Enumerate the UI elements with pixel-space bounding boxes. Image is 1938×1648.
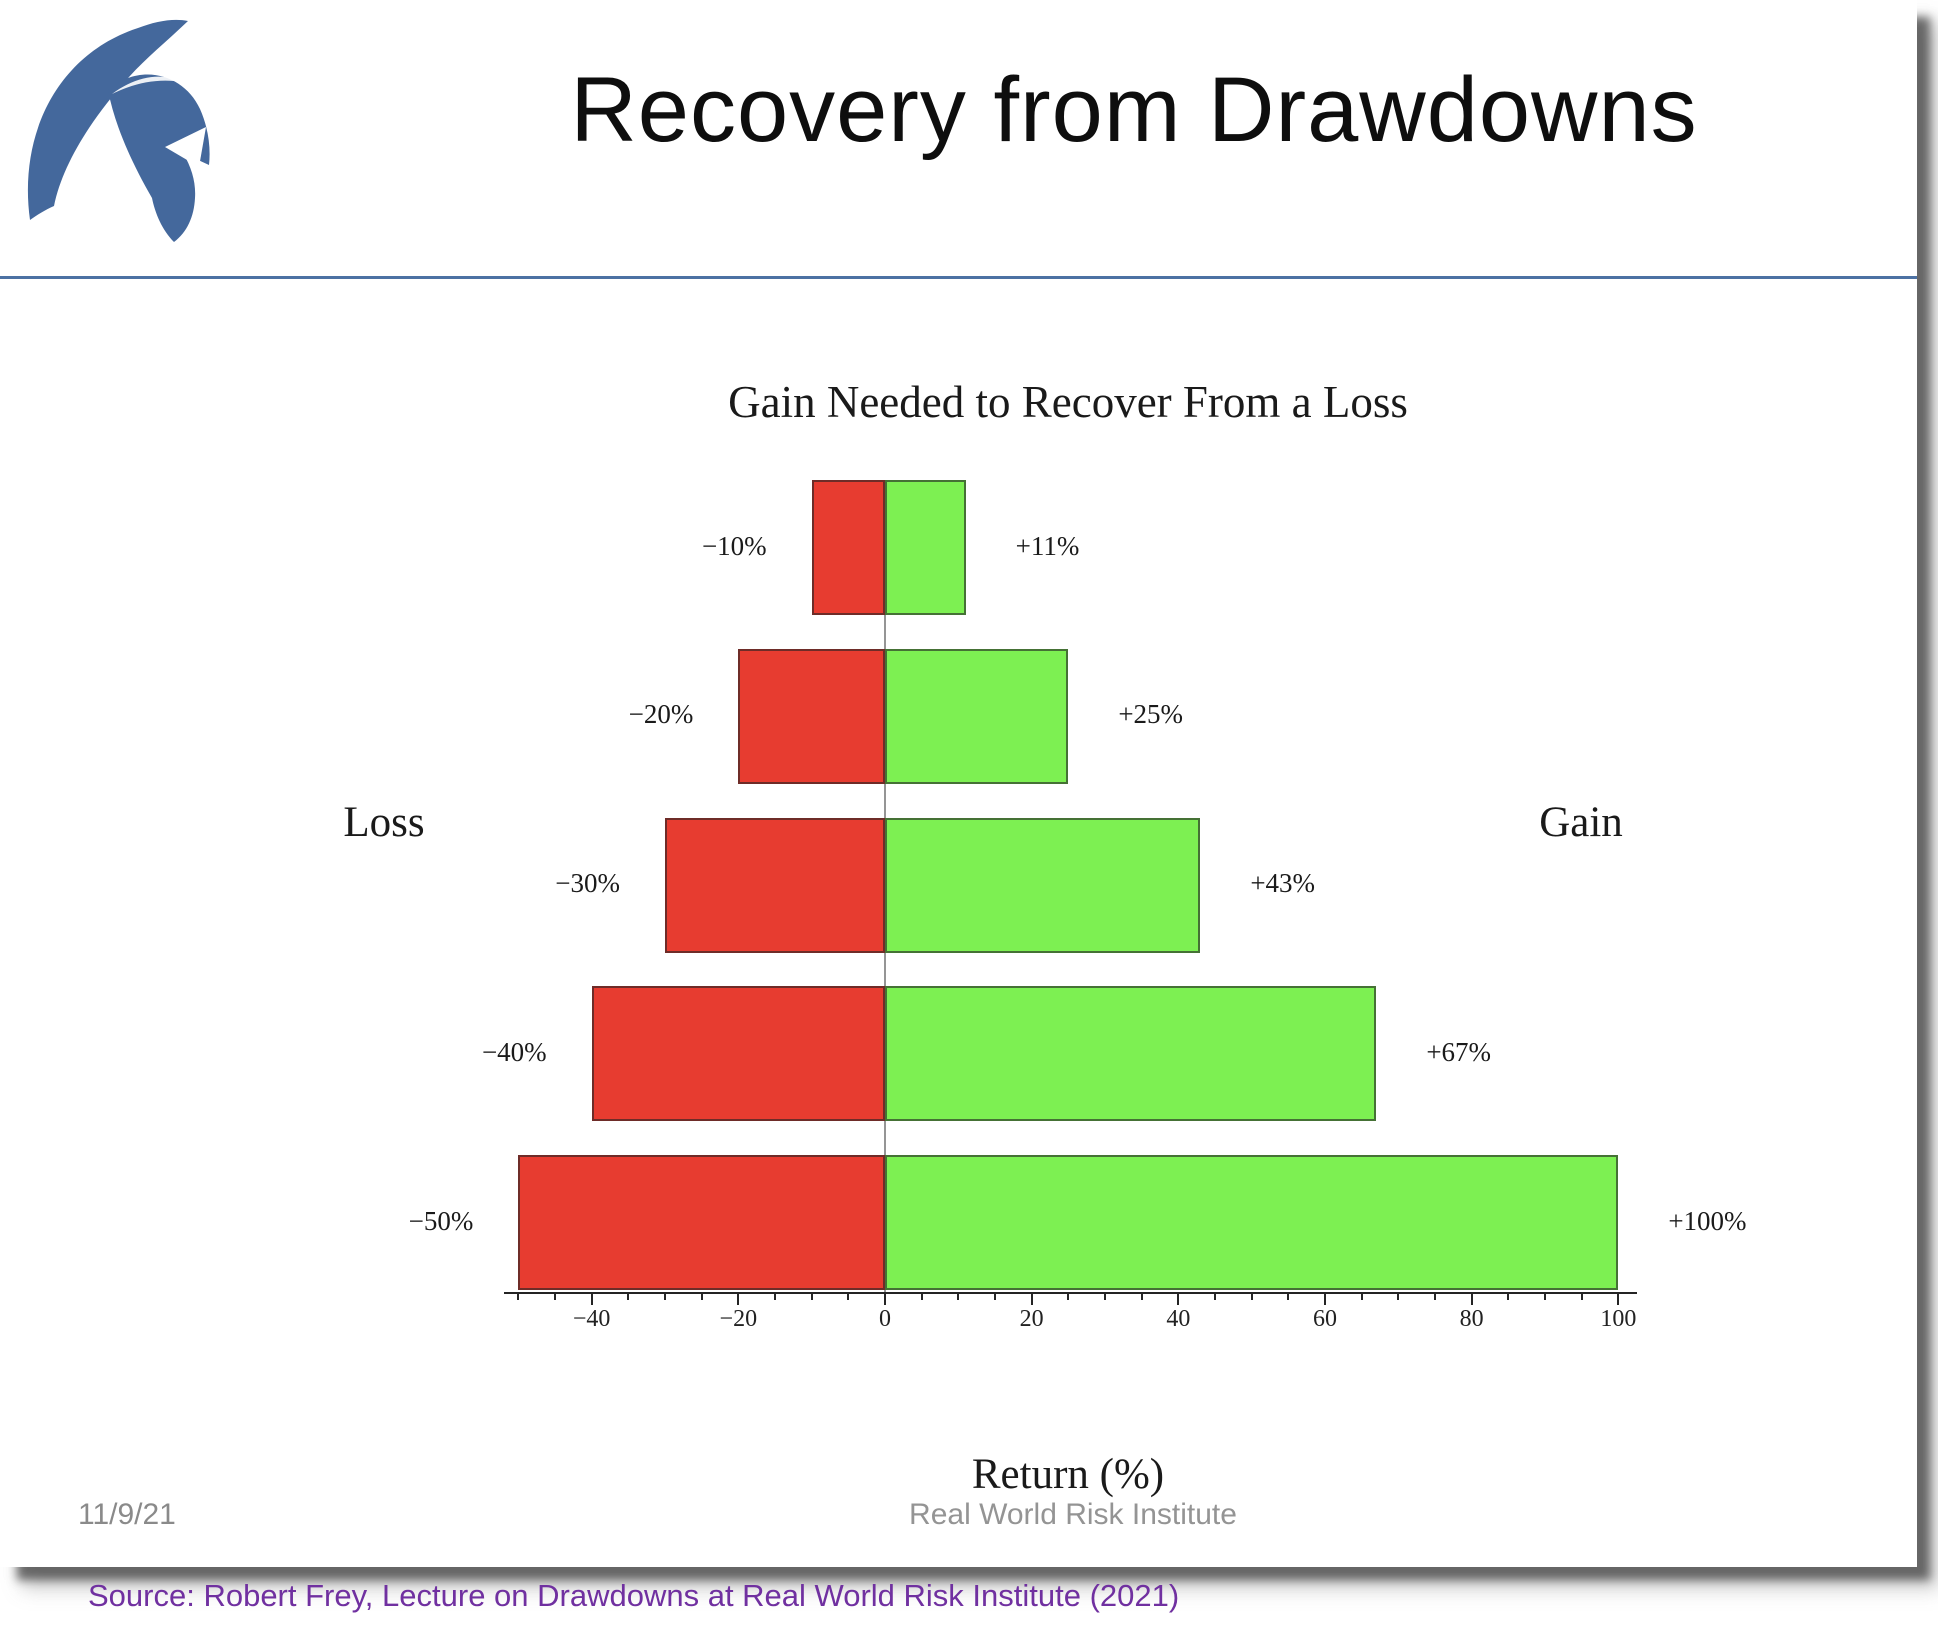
x-axis-tick-label: 40 bbox=[1166, 1306, 1191, 1332]
x-axis-minor-tick bbox=[554, 1294, 556, 1300]
x-axis-minor-tick bbox=[774, 1294, 776, 1300]
loss-bar bbox=[665, 817, 885, 953]
slide-title: Recovery from Drawdowns bbox=[570, 59, 1698, 161]
gain-value-label: +100% bbox=[1668, 1205, 1747, 1236]
x-axis-tick-label: −20 bbox=[719, 1306, 758, 1332]
spartan-helmet-logo bbox=[27, 19, 210, 242]
x-axis-major-tick bbox=[737, 1294, 740, 1305]
x-axis-major-tick bbox=[1030, 1294, 1033, 1305]
x-axis-minor-tick bbox=[1067, 1294, 1070, 1300]
chart-plot-area: Gain Needed to Recover From a Loss Loss … bbox=[343, 377, 1746, 1498]
x-axis-tick-label: 0 bbox=[879, 1306, 891, 1332]
x-axis-major-tick bbox=[1177, 1294, 1180, 1305]
x-axis-minor-tick bbox=[957, 1294, 960, 1300]
gain-value-label: +67% bbox=[1426, 1036, 1492, 1067]
x-axis-minor-tick bbox=[1360, 1294, 1363, 1300]
chart-title: Gain Needed to Recover From a Loss bbox=[728, 377, 1408, 427]
x-axis-minor-tick bbox=[920, 1294, 923, 1300]
x-axis-major-tick bbox=[1323, 1294, 1326, 1305]
source-citation: Source: Robert Frey, Lecture on Drawdown… bbox=[88, 1578, 1180, 1613]
x-axis-tick-label: 60 bbox=[1312, 1306, 1337, 1332]
loss-value-label: −10% bbox=[701, 530, 767, 561]
slide: Recovery from Drawdowns Gain Needed to R… bbox=[0, 19, 1917, 1531]
x-axis-line bbox=[503, 1292, 1637, 1294]
gain-bar bbox=[885, 817, 1201, 953]
x-axis-minor-tick bbox=[1433, 1294, 1436, 1300]
loss-axis-label: Loss bbox=[343, 799, 425, 846]
x-axis-major-tick bbox=[1617, 1294, 1620, 1305]
x-axis-minor-tick bbox=[1140, 1294, 1143, 1300]
gain-value-label: +25% bbox=[1118, 699, 1184, 730]
gain-value-label: +43% bbox=[1250, 868, 1316, 898]
gain-bar bbox=[885, 986, 1377, 1122]
loss-bar bbox=[738, 648, 885, 784]
loss-bar bbox=[811, 480, 885, 615]
footer-institute: Real World Risk Institute bbox=[909, 1498, 1237, 1531]
x-axis-minor-tick bbox=[700, 1294, 703, 1300]
x-axis-minor-tick bbox=[810, 1294, 813, 1300]
x-axis-title: Return (%) bbox=[971, 1451, 1165, 1498]
loss-value-label: −50% bbox=[408, 1205, 474, 1236]
footer-date: 11/9/21 bbox=[78, 1498, 176, 1531]
x-axis-minor-tick bbox=[1213, 1294, 1216, 1300]
x-axis-tick-label: −40 bbox=[572, 1306, 611, 1332]
x-axis-minor-tick bbox=[1397, 1294, 1400, 1300]
loss-value-label: −40% bbox=[481, 1036, 547, 1067]
loss-bar bbox=[591, 986, 885, 1122]
x-axis-major-tick bbox=[884, 1294, 886, 1305]
x-axis-minor-tick bbox=[1580, 1294, 1583, 1300]
header-divider bbox=[0, 276, 1917, 279]
x-axis-minor-tick bbox=[1507, 1294, 1510, 1300]
gain-axis-label: Gain bbox=[1539, 799, 1623, 846]
x-axis-major-tick bbox=[1470, 1294, 1473, 1305]
x-axis-minor-tick bbox=[847, 1294, 850, 1300]
x-axis-minor-tick bbox=[1543, 1294, 1546, 1300]
gain-bar bbox=[885, 648, 1069, 784]
x-axis-minor-tick bbox=[1287, 1294, 1290, 1300]
x-axis-minor-tick bbox=[627, 1294, 630, 1300]
x-axis-minor-tick bbox=[664, 1294, 666, 1300]
x-axis-minor-tick bbox=[1250, 1294, 1253, 1300]
loss-value-label: −20% bbox=[628, 699, 694, 730]
x-axis-minor-tick bbox=[517, 1294, 520, 1300]
x-axis-tick-label: 20 bbox=[1019, 1306, 1044, 1332]
x-axis-tick-label: 100 bbox=[1600, 1306, 1637, 1332]
x-axis-minor-tick bbox=[1103, 1294, 1106, 1300]
gain-value-label: +11% bbox=[1015, 530, 1080, 561]
x-axis-major-tick bbox=[590, 1294, 593, 1305]
gain-bar bbox=[885, 480, 966, 615]
loss-bar bbox=[518, 1155, 885, 1290]
loss-value-label: −30% bbox=[555, 868, 620, 898]
x-axis-minor-tick bbox=[993, 1294, 996, 1300]
x-axis-tick-label: 80 bbox=[1459, 1306, 1484, 1332]
gain-bar bbox=[885, 1155, 1619, 1290]
